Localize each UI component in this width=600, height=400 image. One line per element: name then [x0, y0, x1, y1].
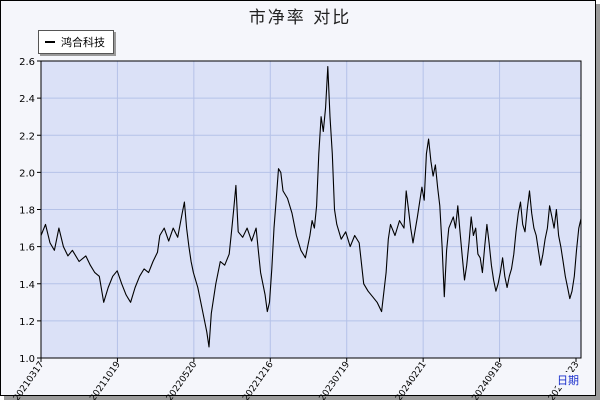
x-tick-label: 20210317	[12, 360, 46, 400]
series-line	[40, 66, 582, 348]
legend: 鸿合科技	[38, 30, 114, 54]
x-tick-label: 20221216	[241, 360, 276, 400]
y-tick-label: 2.4	[19, 94, 35, 105]
y-tick-label: 1.4	[19, 280, 35, 291]
x-tick-label: 20230719	[318, 360, 353, 400]
x-tick-label: 20240221	[394, 360, 428, 400]
y-tick-label: 2.0	[19, 168, 35, 179]
y-tick-label: 2.2	[19, 131, 35, 142]
y-tick-label: 1.6	[19, 243, 35, 254]
x-tick-label: 20220520	[165, 360, 200, 400]
x-tick-label: 20211019	[88, 360, 123, 400]
period-link[interactable]: 日期	[556, 372, 580, 388]
y-tick-label: 1.0	[19, 354, 35, 365]
chart-title: 市净率 对比	[248, 8, 352, 28]
legend-label: 鸿合科技	[61, 36, 105, 49]
plot-border	[40, 60, 582, 359]
y-tick-label: 2.6	[19, 57, 35, 68]
y-tick-label: 1.2	[19, 317, 35, 328]
y-tick-label: 1.8	[19, 206, 35, 217]
x-tick-label: 20240918	[471, 360, 506, 400]
legend-swatch	[45, 41, 55, 43]
